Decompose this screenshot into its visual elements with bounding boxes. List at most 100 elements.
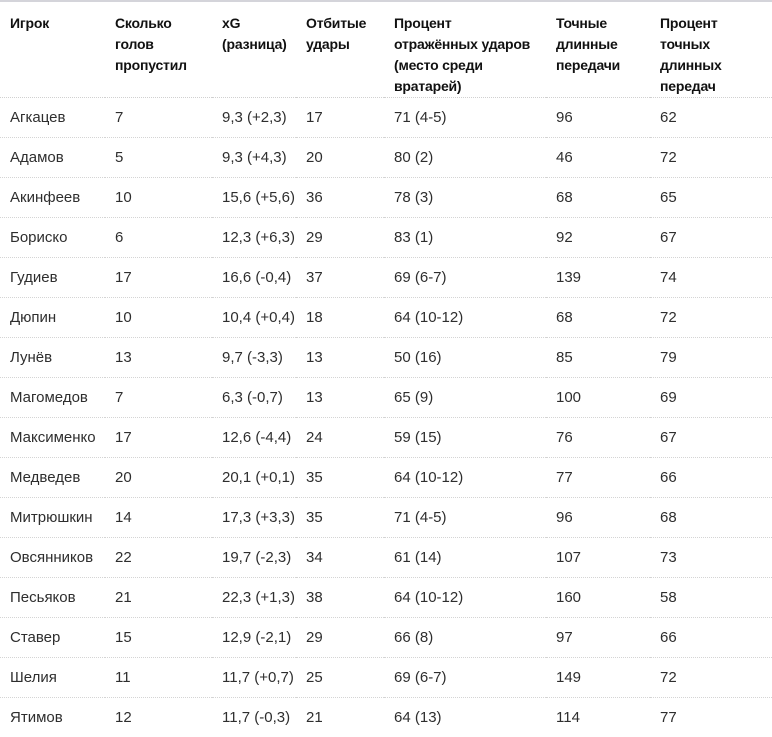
cell-goals_conceded: 10 [105, 297, 212, 338]
cell-goals_conceded: 5 [105, 137, 212, 178]
cell-xg_diff: 12,6 (-4,4) [212, 417, 296, 458]
cell-accurate_long_passes: 68 [546, 177, 650, 218]
cell-player: Дюпин [0, 297, 105, 338]
cell-accurate_long_passes: 139 [546, 257, 650, 298]
cell-saves: 13 [296, 377, 384, 418]
cell-goals_conceded: 21 [105, 577, 212, 618]
cell-accurate_long_passes: 100 [546, 377, 650, 418]
cell-save_pct_rank: 65 (9) [384, 377, 546, 418]
cell-goals_conceded: 13 [105, 337, 212, 378]
cell-player: Овсянников [0, 537, 105, 578]
cell-long_pass_accuracy_pct: 72 [650, 137, 772, 178]
cell-long_pass_accuracy_pct: 66 [650, 617, 772, 658]
cell-goals_conceded: 22 [105, 537, 212, 578]
cell-save_pct_rank: 64 (10-12) [384, 297, 546, 338]
cell-xg_diff: 11,7 (+0,7) [212, 657, 296, 698]
cell-player: Акинфеев [0, 177, 105, 218]
column-header-saves: Отбитые удары [296, 2, 384, 98]
cell-accurate_long_passes: 85 [546, 337, 650, 378]
cell-goals_conceded: 17 [105, 417, 212, 458]
table-body: Агкацев 7 9,3 (+2,3) 17 71 (4-5) 96 62 Адамов 5 9… [0, 97, 772, 737]
cell-saves: 38 [296, 577, 384, 618]
table-row: Гудиев 17 16,6 (-0,4) 37 69 (6-7) 139 74 [0, 257, 772, 298]
table-row: Лунёв 13 9,7 (-3,3) 13 50 (16) 85 79 [0, 337, 772, 378]
cell-player: Медведев [0, 457, 105, 498]
table-row: Медведев 20 20,1 (+0,1) 35 64 (10-12) 77 66 [0, 457, 772, 498]
cell-long_pass_accuracy_pct: 68 [650, 497, 772, 538]
cell-saves: 29 [296, 617, 384, 658]
cell-player: Гудиев [0, 257, 105, 298]
cell-goals_conceded: 7 [105, 377, 212, 418]
cell-player: Шелия [0, 657, 105, 698]
table-row: Овсянников 22 19,7 (-2,3) 34 61 (14) 107 73 [0, 537, 772, 578]
cell-accurate_long_passes: 76 [546, 417, 650, 458]
cell-xg_diff: 17,3 (+3,3) [212, 497, 296, 538]
cell-long_pass_accuracy_pct: 77 [660, 709, 677, 727]
cell-accurate_long_passes: 96 [546, 497, 650, 538]
cell-saves: 20 [296, 137, 384, 178]
cell-long_pass_accuracy_pct: 72 [650, 297, 772, 338]
cell-saves: 34 [296, 537, 384, 578]
cell-goals_conceded: 12 [115, 709, 132, 727]
cell-save_pct_rank: 69 (6-7) [384, 657, 546, 698]
table-row: Агкацев 7 9,3 (+2,3) 17 71 (4-5) 96 62 [0, 97, 772, 138]
cell-goals_conceded: 7 [105, 97, 212, 138]
cell-goals_conceded: 17 [105, 257, 212, 298]
cell-goals_conceded: 6 [105, 217, 212, 258]
table-row: Максименко 17 12,6 (-4,4) 24 59 (15) 76 67 [0, 417, 772, 458]
cell-saves: 35 [296, 457, 384, 498]
cell-player: Агкацев [0, 97, 105, 138]
column-header-save_pct_rank: Процент отражённых ударов (место среди в… [384, 2, 546, 98]
cell-goals_conceded: 15 [105, 617, 212, 658]
cell-accurate_long_passes: 68 [546, 297, 650, 338]
table-row: Акинфеев 10 15,6 (+5,6) 36 78 (3) 68 65 [0, 177, 772, 218]
cell-accurate_long_passes: 160 [546, 577, 650, 618]
cell-save_pct_rank: 71 (4-5) [384, 97, 546, 138]
cell-accurate_long_passes: 97 [546, 617, 650, 658]
cell-saves: 36 [296, 177, 384, 218]
cell-player: Митрюшкин [0, 497, 105, 538]
cell-player: Песьяков [0, 577, 105, 618]
table-row: Дюпин 10 10,4 (+0,4) 18 64 (10-12) 68 72 [0, 297, 772, 338]
cell-saves: 37 [296, 257, 384, 298]
cell-long_pass_accuracy_pct: 66 [650, 457, 772, 498]
cell-xg_diff: 16,6 (-0,4) [212, 257, 296, 298]
column-header-accurate_long_passes: Точные длинные передачи [546, 2, 650, 98]
cell-accurate_long_passes: 46 [546, 137, 650, 178]
cell-saves: 21 [306, 709, 323, 727]
table-row: Магомедов 7 6,3 (-0,7) 13 65 (9) 100 69 [0, 377, 772, 418]
table-row: Ставер 15 12,9 (-2,1) 29 66 (8) 97 66 [0, 617, 772, 658]
cell-long_pass_accuracy_pct: 74 [650, 257, 772, 298]
table-row: Бориско 6 12,3 (+6,3) 29 83 (1) 92 67 [0, 217, 772, 258]
cell-accurate_long_passes: 92 [546, 217, 650, 258]
cell-goals_conceded: 10 [105, 177, 212, 218]
cell-save_pct_rank: 78 (3) [384, 177, 546, 218]
cell-accurate_long_passes: 96 [546, 97, 650, 138]
cell-save_pct_rank: 64 (10-12) [384, 457, 546, 498]
table-row: Песьяков 21 22,3 (+1,3) 38 64 (10-12) 160 58 [0, 577, 772, 618]
cell-save_pct_rank: 64 (10-12) [384, 577, 546, 618]
cell-save_pct_rank: 80 (2) [384, 137, 546, 178]
cell-saves: 17 [296, 97, 384, 138]
table-row: Ятимов 12 11,7 (-0,3) 21 64 (13) 114 77 [0, 698, 772, 737]
cell-save_pct_rank: 66 (8) [384, 617, 546, 658]
cell-player: Ятимов [10, 709, 63, 727]
column-header-xg_diff: xG (разница) [212, 2, 296, 98]
header-row: Игрок Сколько голов пропустил xG (разница)… [0, 2, 772, 98]
cell-xg_diff: 19,7 (-2,3) [212, 537, 296, 578]
table-row: Адамов 5 9,3 (+4,3) 20 80 (2) 46 72 [0, 137, 772, 178]
cell-saves: 24 [296, 417, 384, 458]
cell-save_pct_rank: 71 (4-5) [384, 497, 546, 538]
cell-long_pass_accuracy_pct: 62 [650, 97, 772, 138]
cell-xg_diff: 9,3 (+2,3) [212, 97, 296, 138]
cell-player: Максименко [0, 417, 105, 458]
cell-long_pass_accuracy_pct: 73 [650, 537, 772, 578]
cell-long_pass_accuracy_pct: 69 [650, 377, 772, 418]
cell-saves: 25 [296, 657, 384, 698]
cell-long_pass_accuracy_pct: 65 [650, 177, 772, 218]
cell-xg_diff: 12,9 (-2,1) [212, 617, 296, 658]
cell-player: Лунёв [0, 337, 105, 378]
cell-player: Бориско [0, 217, 105, 258]
